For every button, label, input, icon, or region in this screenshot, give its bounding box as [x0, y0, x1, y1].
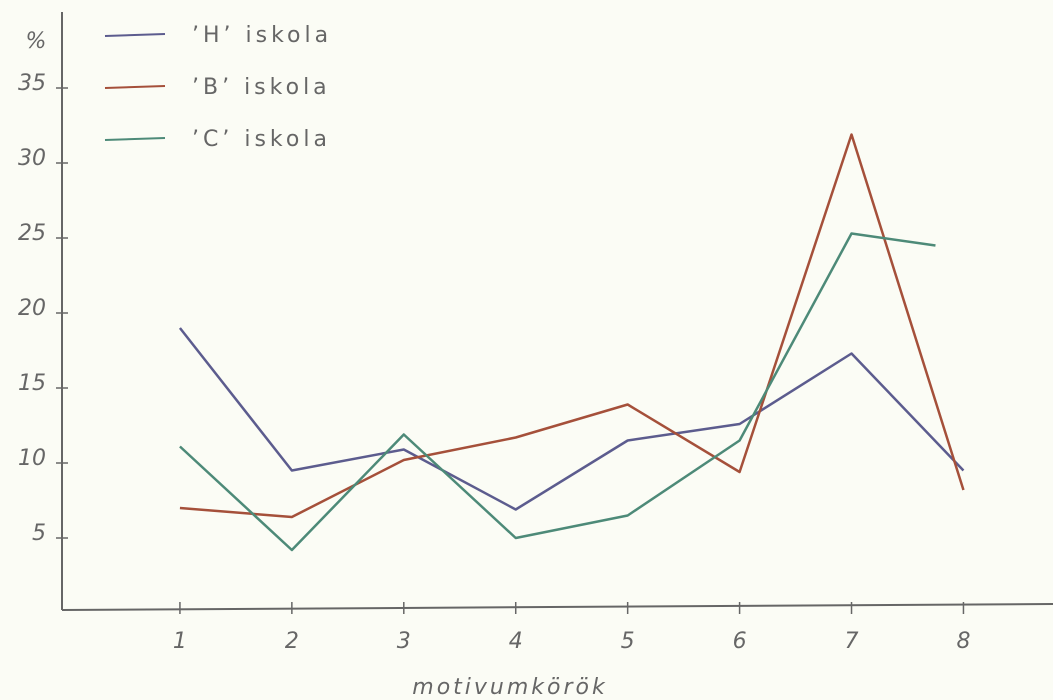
- y-tick-label: 10: [18, 446, 46, 471]
- y-tick-label: 5: [32, 521, 46, 546]
- x-tick-label: 7: [845, 629, 859, 654]
- y-tick-label: 25: [18, 221, 46, 246]
- legend-swatch: [104, 137, 166, 141]
- x-tick-label: 1: [173, 629, 187, 654]
- x-tick-label: 3: [397, 629, 411, 654]
- legend-swatch: [104, 33, 166, 37]
- series-line: [179, 133, 965, 519]
- x-tick-label: 2: [285, 629, 299, 654]
- legend-label: ’H’ iskola: [192, 23, 332, 48]
- series-line: [179, 232, 936, 552]
- legend-label: ’C’ iskola: [192, 127, 331, 152]
- x-tick-label: 5: [621, 629, 635, 654]
- y-tick-label: 20: [18, 296, 46, 321]
- x-tick-label: 6: [733, 629, 747, 654]
- x-axis: [61, 603, 1053, 611]
- y-tick-label: 15: [18, 371, 46, 396]
- legend-label: ’B’ iskola: [192, 75, 331, 100]
- series-line: [178, 327, 965, 511]
- y-axis-label: %: [26, 29, 47, 54]
- y-tick-label: 30: [18, 146, 46, 171]
- x-tick-label: 8: [956, 629, 970, 654]
- y-tick-label: 35: [18, 71, 46, 96]
- x-axis-label: motivumkörök: [412, 675, 607, 700]
- legend-swatch: [104, 85, 166, 89]
- x-tick-label: 4: [509, 629, 523, 654]
